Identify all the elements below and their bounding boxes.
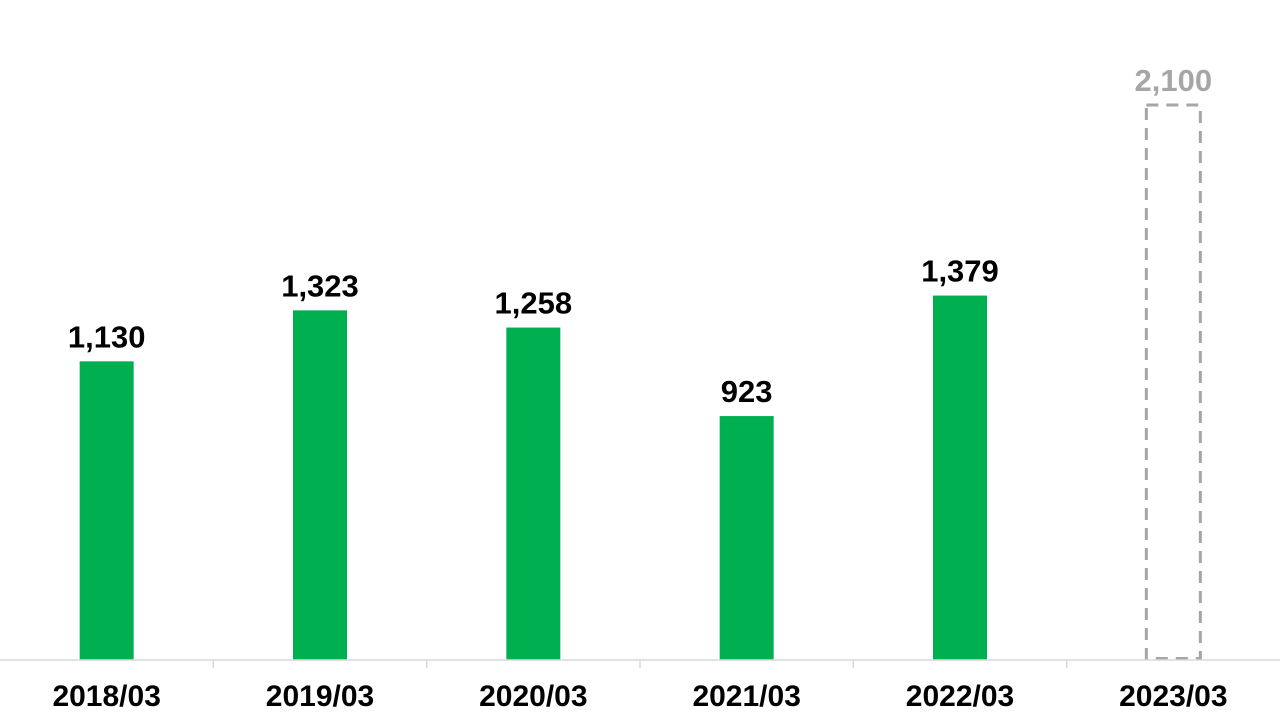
bar [293,310,347,660]
bar [506,327,561,660]
bar-value-label: 923 [721,374,773,409]
category-tick-label: 2018/03 [52,680,160,713]
bar [719,416,774,660]
category-tick-label: 2019/03 [266,680,374,713]
bar [933,295,987,660]
category-tick-label: 2023/03 [1119,680,1227,713]
bar-value-label: 1,323 [281,268,359,303]
bar [79,361,134,660]
bar-value-label: 1,130 [68,319,146,354]
bar-value-label: 1,258 [495,286,573,321]
forecast-bar [1144,103,1202,660]
category-tick-label: 2022/03 [906,680,1014,713]
forecast-value-label: 2,100 [1135,63,1213,98]
category-labels-group: 2018/03 2019/03 2020/03 2021/03 2022/03 2023/… [52,680,1227,713]
category-tick-label: 2020/03 [479,680,587,713]
category-tick-label: 2021/03 [692,680,800,713]
bars-group [79,103,1202,660]
x-axis-ticks [212,660,1068,668]
bar-value-label: 1,379 [921,254,999,289]
value-labels-group: 1,130 1,323 1,258 923 1,379 2,100 [68,63,1212,409]
